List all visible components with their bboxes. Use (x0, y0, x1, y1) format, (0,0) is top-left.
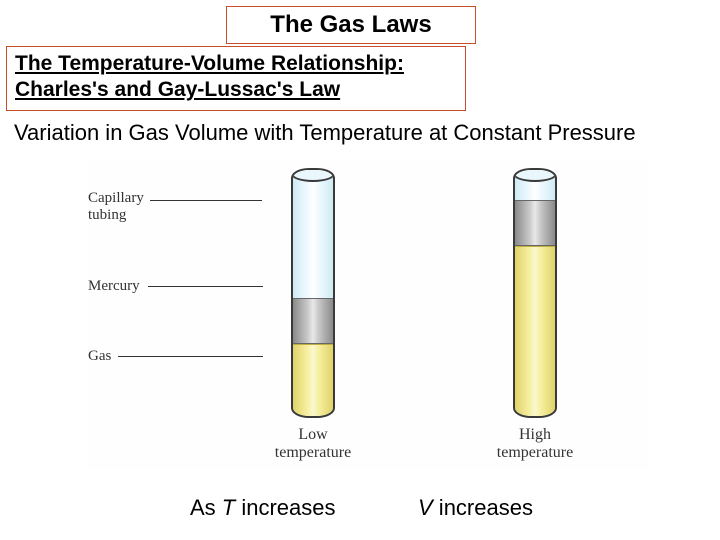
label-capillary-l1: Capillary (88, 190, 144, 206)
gas-region (515, 246, 555, 416)
capillary-tube (291, 168, 335, 418)
diagram: Capillary tubing Mercury Gas Low tempera… (88, 160, 648, 470)
label-capillary-l2: tubing (88, 207, 126, 223)
lead-gas (118, 356, 263, 357)
lead-mercury (148, 286, 263, 287)
mercury-region (515, 200, 555, 246)
subtitle: The Temperature-Volume Relationship: Cha… (6, 46, 466, 111)
tube-low-temp: Low temperature (258, 168, 368, 463)
txt-as: As (190, 495, 222, 520)
caption-high-l2: temperature (497, 444, 573, 461)
page-title: The Gas Laws (226, 6, 476, 44)
tube-high-temp: High temperature (480, 168, 590, 463)
label-capillary: Capillary tubing (88, 190, 144, 224)
bottom-text-left: As T increases (190, 495, 336, 521)
var-t: T (222, 495, 235, 520)
lead-capillary (150, 200, 262, 201)
label-mercury: Mercury (88, 278, 140, 295)
label-gas: Gas (88, 348, 111, 365)
txt-v-rest: increases (433, 495, 533, 520)
caption-low: Low temperature (258, 426, 368, 463)
caption-low-l2: temperature (275, 444, 351, 461)
bottom-text-right: V increases (418, 495, 533, 521)
capillary-tube (513, 168, 557, 418)
caption-high-l1: High (519, 426, 551, 443)
description-text: Variation in Gas Volume with Temperature… (14, 120, 636, 146)
mercury-region (293, 298, 333, 344)
caption-low-l1: Low (298, 426, 327, 443)
caption-high: High temperature (480, 426, 590, 463)
txt-t-rest: increases (235, 495, 335, 520)
var-v: V (418, 495, 433, 520)
gas-region (293, 344, 333, 416)
